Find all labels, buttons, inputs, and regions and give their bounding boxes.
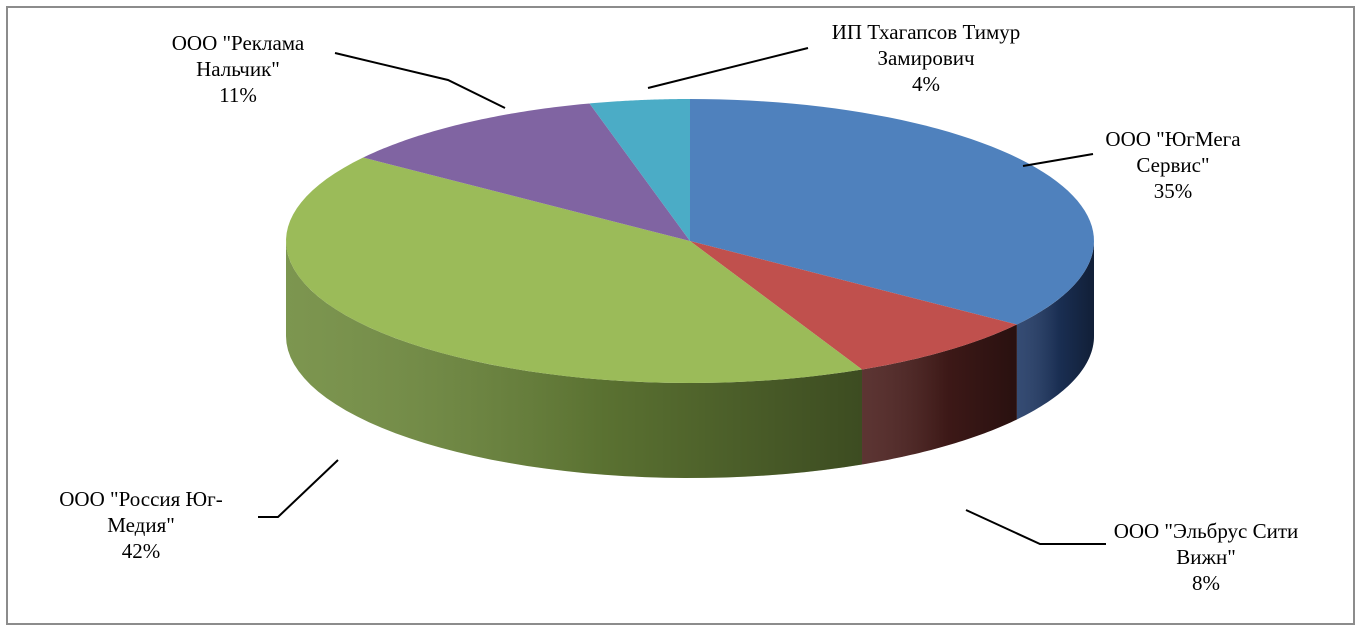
- data-label-3: ООО "Реклама Нальчик" 11%: [172, 31, 305, 107]
- leader-line-0: [1022, 153, 1094, 167]
- data-label-line-2-1: Медия": [107, 513, 175, 537]
- data-label-line-1-1: Вижн": [1176, 545, 1236, 569]
- pie-slice-0: [690, 99, 1094, 325]
- data-label-1: ООО "Эльбрус Сити Вижн" 8%: [1114, 519, 1299, 595]
- pie-slice-3: [363, 103, 690, 242]
- pie-sides: [286, 241, 1094, 478]
- chart-frame: ООО "ЮгМега Сервис" 35% ООО "Эльбрус Сити Ви…: [6, 6, 1355, 625]
- leader-line-1: [965, 509, 1106, 545]
- pie-slice-1: [690, 241, 1017, 370]
- data-label-0: ООО "ЮгМега Сервис" 35%: [1105, 127, 1241, 203]
- data-label-line-0-0: ООО "ЮгМега: [1105, 127, 1241, 151]
- pie-chart: ООО "ЮгМега Сервис" 35% ООО "Эльбрус Сити Ви…: [59, 20, 1298, 595]
- data-label-4: ИП Тхагапсов Тимур Замирович 4%: [832, 20, 1021, 96]
- data-label-percent-1: 8%: [1192, 571, 1220, 595]
- leader-line-3: [334, 52, 506, 109]
- data-labels: ООО "ЮгМега Сервис" 35% ООО "Эльбрус Сити Ви…: [59, 20, 1298, 595]
- data-label-line-2-0: ООО "Россия Юг-: [59, 487, 222, 511]
- data-label-percent-2: 42%: [122, 539, 161, 563]
- data-label-percent-4: 4%: [912, 72, 940, 96]
- data-label-line-3-0: ООО "Реклама: [172, 31, 305, 55]
- pie-side-shade-2: [286, 241, 863, 478]
- leader-lines: [258, 47, 1106, 545]
- data-label-line-3-1: Нальчик": [196, 57, 280, 81]
- data-label-percent-3: 11%: [219, 83, 257, 107]
- pie-side-shade-1: [862, 324, 1017, 465]
- leader-line-2: [258, 459, 339, 518]
- data-label-line-4-0: ИП Тхагапсов Тимур: [832, 20, 1021, 44]
- data-label-2: ООО "Россия Юг-Медия" 42%: [59, 487, 222, 563]
- pie-slice-2: [286, 157, 863, 383]
- leader-line-4: [647, 47, 809, 89]
- data-label-line-0-1: Сервис": [1136, 153, 1209, 177]
- pie-slice-4: [589, 99, 690, 241]
- data-label-percent-0: 35%: [1154, 179, 1193, 203]
- pie-side-shade-0: [1016, 241, 1094, 420]
- data-label-line-4-1: Замирович: [877, 46, 975, 70]
- pie-tops: [286, 99, 1094, 383]
- data-label-line-1-0: ООО "Эльбрус Сити: [1114, 519, 1299, 543]
